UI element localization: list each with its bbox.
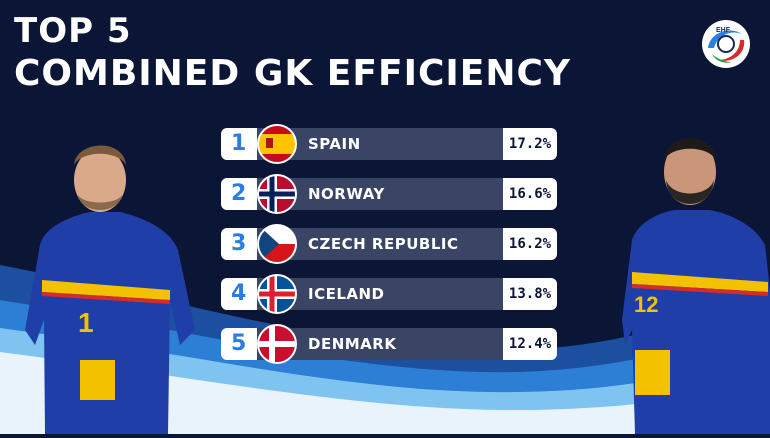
efficiency-value: 17.2% [503,128,557,160]
rank-number: 3 [231,231,247,256]
czech-flag-icon [257,224,297,264]
ranking-row-5: 5 DENMARK 12.4% [221,324,557,364]
rank-number: 2 [231,181,247,206]
right-jersey-number: 12 [634,292,658,317]
row-bar-dark [257,128,503,160]
ranking-row-2: 2 NORWAY 16.6% [221,174,557,214]
efficiency-value: 16.6% [503,178,557,210]
row-bar-dark [257,178,503,210]
efficiency-value: 12.4% [503,328,557,360]
ranking-row-3: 3 CZECH REPUBLIC 16.2% [221,224,557,264]
ranking-row-1: 1 SPAIN 17.2% [221,124,557,164]
right-goalkeeper-photo: 12 [620,0,770,434]
left-jersey-number: 1 [78,307,94,338]
rank-number: 1 [231,131,247,156]
efficiency-value: 13.8% [503,278,557,310]
spain-flag-icon [257,124,297,164]
country-name: NORWAY [308,185,385,203]
denmark-flag-icon [257,324,297,364]
country-name: CZECH REPUBLIC [308,235,459,253]
country-name: DENMARK [308,335,397,353]
rank-number: 4 [231,281,247,306]
norway-flag-icon [257,174,297,214]
title-line-2: COMBINED GK EFFICIENCY [14,53,571,94]
country-name: SPAIN [308,135,361,153]
title-line-1: TOP 5 [14,11,132,51]
row-bar-dark [257,228,503,260]
iceland-flag-icon [257,274,297,314]
country-name: ICELAND [308,285,385,303]
row-bar-dark [257,328,503,360]
ehf-logo-icon: EHF [700,18,752,70]
logo-text: EHF [716,27,731,34]
row-bar-dark [257,278,503,310]
efficiency-value: 16.2% [503,228,557,260]
rank-number: 5 [231,331,247,356]
left-goalkeeper-photo: 1 [20,0,205,434]
ranking-row-4: 4 ICELAND 13.8% [221,274,557,314]
